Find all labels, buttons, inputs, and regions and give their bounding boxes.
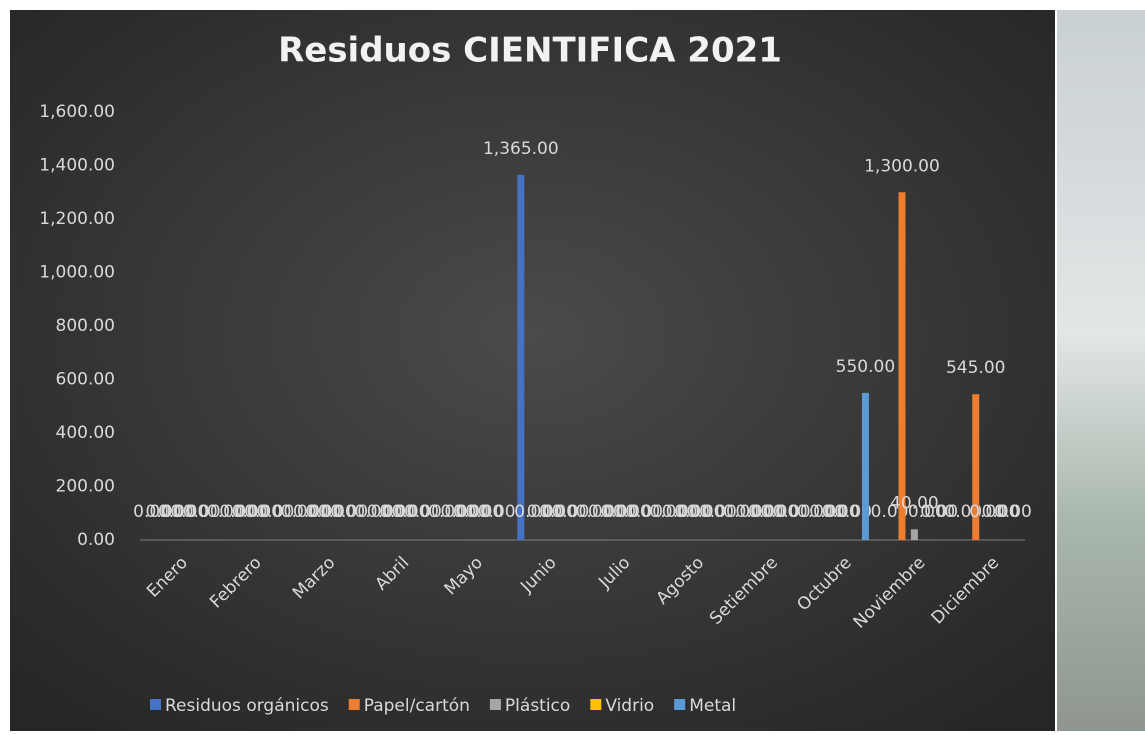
y-tick-label: 0.00 (77, 530, 115, 550)
legend-label: Papel/cartón (364, 696, 470, 716)
y-tick-label: 400.00 (56, 423, 115, 443)
data-label: 0.00 (773, 502, 811, 522)
data-label: 0.00 (330, 502, 368, 522)
background-photo (1057, 10, 1145, 731)
data-label: 0.00 (551, 502, 589, 522)
legend-label: Plástico (505, 696, 570, 716)
y-tick-label: 1,000.00 (39, 263, 115, 283)
data-label: 0.00 (920, 502, 958, 522)
chart-title: Residuos CIENTIFICA 2021 (278, 31, 782, 71)
chart-area (10, 10, 1055, 731)
data-label: 0.00 (478, 502, 516, 522)
bar (911, 529, 918, 540)
legend-swatch (674, 699, 685, 710)
chart: Residuos CIENTIFICA 2021 0.00 200.00 400.0… (0, 0, 1145, 731)
legend-label: Residuos orgánicos (165, 696, 329, 716)
data-label: 1,365.00 (483, 139, 559, 159)
y-tick-label: 1,400.00 (39, 156, 115, 176)
data-label: 0.00 (699, 502, 737, 522)
data-label: 545.00 (946, 358, 1005, 378)
legend-swatch (590, 699, 601, 710)
data-label: 550.00 (836, 357, 895, 377)
y-tick-label: 800.00 (56, 316, 115, 336)
y-tick-label: 600.00 (56, 370, 115, 390)
bar (517, 175, 524, 540)
bar (862, 393, 869, 540)
y-tick-label: 1,200.00 (39, 209, 115, 229)
data-label: 0.00 (183, 502, 221, 522)
legend-label: Vidrio (605, 696, 654, 716)
data-label: 0.00 (404, 502, 442, 522)
bar (898, 192, 905, 540)
data-label: 0.00 (994, 502, 1032, 522)
legend-label: Metal (689, 696, 736, 716)
legend-swatch (349, 699, 360, 710)
data-label: 1,300.00 (864, 156, 940, 176)
page: Residuos CIENTIFICA 2021 0.00 200.00 400.0… (0, 0, 1145, 731)
y-tick-label: 1,600.00 (39, 102, 115, 122)
data-label: 0.00 (256, 502, 294, 522)
legend-swatch (150, 699, 161, 710)
data-label: 0.00 (625, 502, 663, 522)
y-tick-label: 200.00 (56, 477, 115, 497)
legend-swatch (490, 699, 501, 710)
